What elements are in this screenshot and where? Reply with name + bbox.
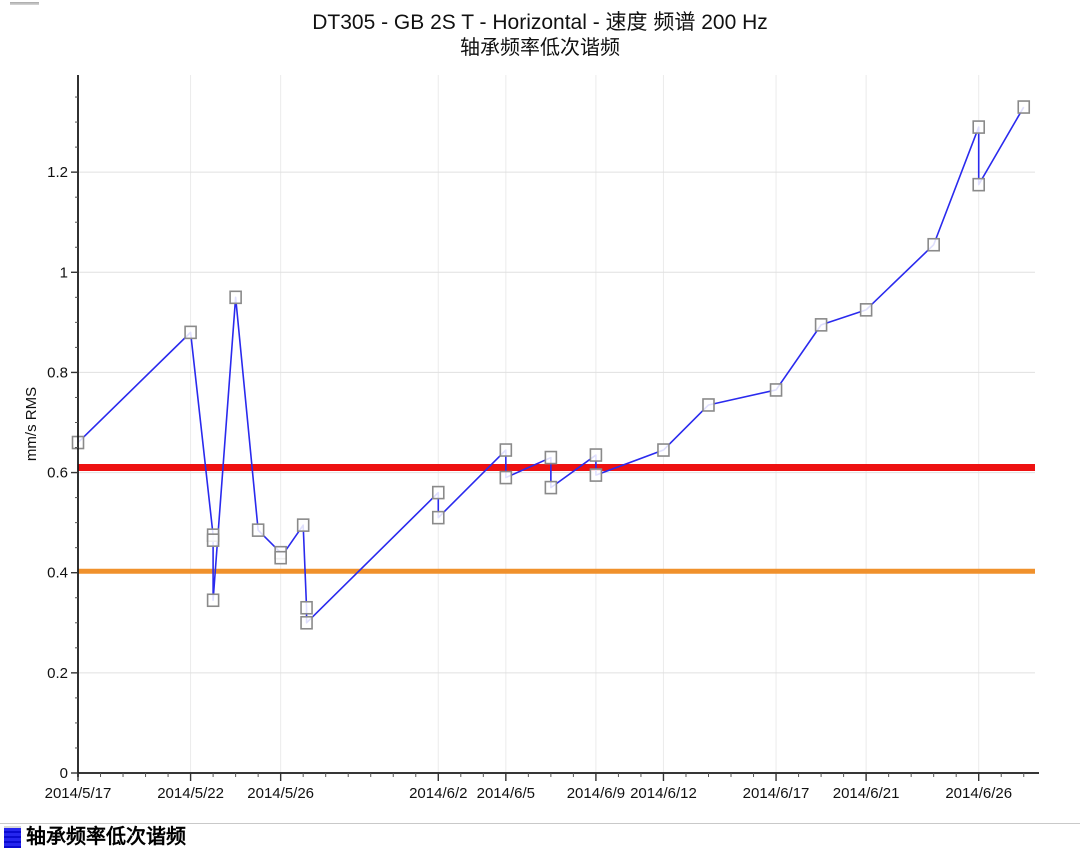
data-point-marker xyxy=(859,303,873,317)
y-tick-label: 0.6 xyxy=(47,465,68,482)
data-point-marker xyxy=(769,383,783,397)
data-point-marker xyxy=(702,398,715,412)
y-tick-label: 0 xyxy=(60,765,68,782)
x-tick-label: 2014/5/17 xyxy=(45,785,112,802)
x-tick-label: 2014/5/22 xyxy=(157,785,224,802)
y-tick-label: 0.2 xyxy=(47,665,68,682)
data-point-marker xyxy=(229,290,242,305)
x-tick-label: 2014/6/21 xyxy=(833,785,900,802)
data-point-marker xyxy=(296,518,310,532)
legend: 轴承频率低次谐频 xyxy=(4,826,186,848)
data-point-marker xyxy=(589,448,603,462)
top-left-artifact-line xyxy=(10,2,39,5)
x-tick-label: 2014/6/17 xyxy=(743,785,810,802)
legend-swatch-icon xyxy=(4,826,21,848)
data-point-marker xyxy=(657,443,670,457)
legend-separator xyxy=(0,823,1080,824)
y-tick-label: 0.8 xyxy=(47,364,68,381)
data-point-marker xyxy=(300,600,313,615)
data-point-marker xyxy=(431,510,445,525)
legend-series-label: 轴承频率低次谐频 xyxy=(26,826,186,848)
data-point-marker xyxy=(206,593,220,608)
series-line xyxy=(77,106,1025,624)
data-point-marker xyxy=(499,443,513,457)
chart-title: DT305 - GB 2S T - Horizontal - 速度 频谱 200… xyxy=(312,11,768,34)
plot-area: 0 0.2 0.4 0.6 0.8 1 1.2 2014/5/17 2014/5/22 2014/… xyxy=(23,75,1039,802)
x-tick-label: 2014/6/26 xyxy=(945,785,1012,802)
data-point-marker xyxy=(251,523,265,537)
data-point-marker xyxy=(544,450,558,465)
data-point-marker xyxy=(184,325,197,340)
data-point-marker xyxy=(1017,100,1031,114)
data-point-marker xyxy=(300,615,313,630)
data-point-marker xyxy=(274,550,287,565)
data-point-marker xyxy=(814,318,828,332)
data-point-marker xyxy=(972,177,986,192)
data-point-marker xyxy=(206,533,220,547)
x-tick-label: 2014/5/26 xyxy=(247,785,314,802)
data-point-marker xyxy=(431,485,445,500)
data-point-marker xyxy=(544,480,558,495)
chart-subtitle: 轴承频率低次谐频 xyxy=(460,37,620,59)
data-point-marker xyxy=(972,120,986,134)
data-point-marker xyxy=(499,470,513,485)
data-point-marker xyxy=(589,468,603,482)
y-tick-label: 1 xyxy=(60,264,68,281)
y-tick-label: 1.2 xyxy=(47,164,68,181)
x-tick-label: 2014/6/9 xyxy=(567,785,625,802)
y-axis-title: mm/s RMS xyxy=(23,387,40,461)
x-tick-label: 2014/6/2 xyxy=(409,785,467,802)
x-tick-label: 2014/6/12 xyxy=(630,785,697,802)
data-point-marker xyxy=(927,237,940,252)
x-tick-label: 2014/6/5 xyxy=(477,785,535,802)
y-tick-label: 0.4 xyxy=(47,565,68,582)
